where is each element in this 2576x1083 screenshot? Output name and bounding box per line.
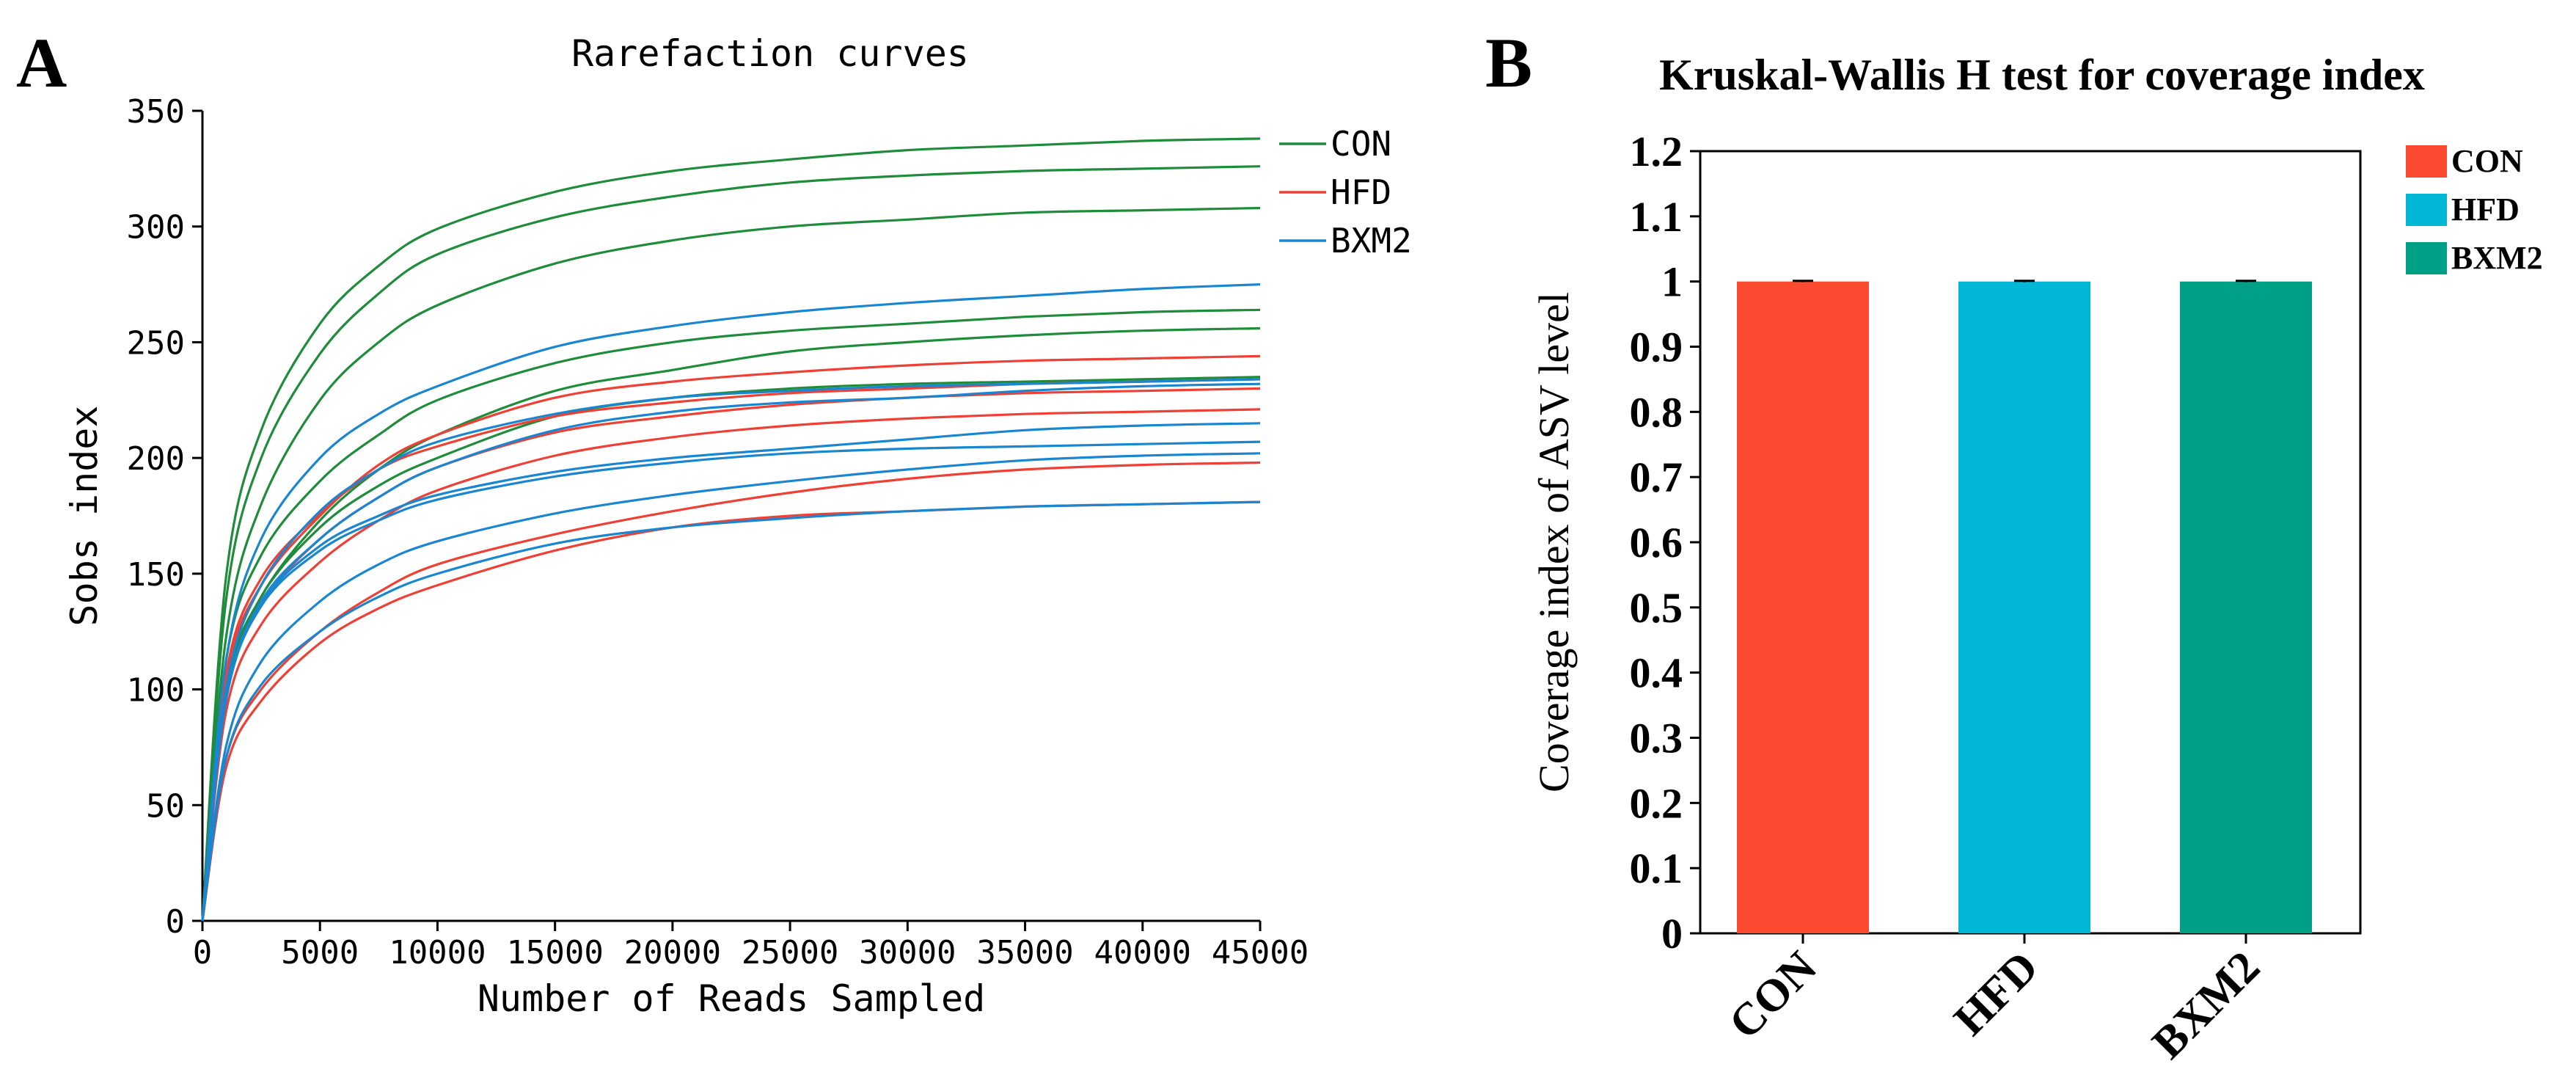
bar-con (1737, 281, 1869, 934)
y-tick-label: 100 (127, 672, 185, 710)
legend-swatch-bxm2 (2406, 242, 2447, 274)
y-tick-label: 0.7 (1630, 453, 1683, 501)
bar-bxm2 (2180, 281, 2312, 934)
x-tick-label: 35000 (976, 934, 1073, 971)
legend-label-hfd: HFD (2451, 192, 2520, 227)
y-tick-label: 0.8 (1630, 388, 1683, 436)
rarefaction-curve-hfd (201, 461, 1261, 922)
rarefaction-curve-bxm2 (201, 422, 1261, 922)
x-tick-label: 45000 (1212, 934, 1309, 971)
x-tick-label: 15000 (506, 934, 603, 971)
rarefaction-curve-hfd (201, 387, 1261, 922)
rarefaction-curve-con (201, 308, 1261, 922)
y-tick-label: 150 (127, 556, 185, 594)
coverage-chart-title: Kruskal-Wallis H test for coverage index (1659, 51, 2425, 99)
y-tick-label: 1.2 (1630, 128, 1683, 175)
x-tick-label: 25000 (742, 934, 838, 971)
rarefaction-curve-hfd (201, 354, 1261, 922)
rarefaction-curve-bxm2 (201, 283, 1261, 922)
rarefaction-curve-hfd (201, 500, 1261, 922)
rarefaction-curve-con (201, 327, 1261, 922)
rarefaction-curve-bxm2 (201, 382, 1261, 922)
rarefaction-curve-con (201, 206, 1261, 922)
rarefaction-curve-bxm2 (201, 452, 1261, 922)
y-tick-label: 1 (1661, 258, 1683, 306)
rarefaction-curve-hfd (201, 408, 1261, 922)
y-tick-label: 1.1 (1630, 193, 1683, 241)
x-tick-label: 0 (193, 934, 213, 971)
rarefaction-curve-bxm2 (201, 440, 1261, 922)
legend-label-bxm2: BXM2 (2451, 240, 2543, 276)
legend-label-con: CON (2451, 143, 2523, 179)
y-tick-label: 0.9 (1630, 324, 1683, 371)
y-tick-label: 0.1 (1630, 845, 1683, 892)
x-tick-label: 5000 (281, 934, 359, 971)
x-tick-label: BXM2 (2143, 942, 2269, 1068)
y-tick-label: 0.6 (1630, 519, 1683, 566)
rarefaction-chart-title: Rarefaction curves (571, 32, 969, 75)
y-tick-label: 200 (127, 440, 185, 478)
y-tick-label: 50 (146, 787, 185, 825)
y-tick-label: 0 (166, 903, 186, 941)
x-tick-label: 40000 (1094, 934, 1191, 971)
coverage-y-axis-label: Coverage index of ASV level (1530, 292, 1578, 792)
y-tick-label: 0.4 (1630, 649, 1683, 697)
y-tick-label: 300 (127, 209, 185, 247)
rarefaction-curve-bxm2 (201, 500, 1261, 922)
y-tick-label: 350 (127, 93, 185, 131)
rarefaction-y-axis-label: Sobs index (63, 405, 106, 626)
rarefaction-x-axis-label: Number of Reads Sampled (477, 977, 985, 1020)
x-tick-label: CON (1719, 942, 1826, 1049)
x-tick-label: 30000 (859, 934, 956, 971)
bar-hfd (1958, 281, 2090, 934)
panel-a-letter: A (16, 23, 67, 102)
legend-label-con: CON (1331, 124, 1391, 164)
y-tick-label: 0.2 (1630, 779, 1683, 827)
x-tick-label: HFD (1944, 942, 2048, 1046)
legend-swatch-con (2406, 145, 2447, 178)
rarefaction-curve-hfd (201, 378, 1261, 922)
legend-swatch-hfd (2406, 194, 2447, 226)
x-tick-label: 10000 (389, 934, 486, 971)
y-tick-label: 0.5 (1630, 584, 1683, 632)
rarefaction-curve-con (201, 165, 1261, 922)
legend-label-hfd: HFD (1331, 172, 1391, 212)
panel-b-letter: B (1485, 23, 1532, 102)
rarefaction-chart: Rarefaction curves 0 50 100 150 200 250 300 350… (63, 32, 1412, 1020)
legend-label-bxm2: BXM2 (1331, 221, 1412, 260)
rarefaction-curve-bxm2 (201, 378, 1261, 922)
y-tick-label: 0.3 (1630, 715, 1683, 762)
coverage-chart: Kruskal-Wallis H test for coverage index… (1530, 51, 2543, 1068)
y-tick-label: 250 (127, 324, 185, 362)
y-tick-label: 0 (1661, 910, 1683, 958)
x-tick-label: 20000 (624, 934, 721, 971)
rarefaction-curve-con (201, 137, 1261, 922)
